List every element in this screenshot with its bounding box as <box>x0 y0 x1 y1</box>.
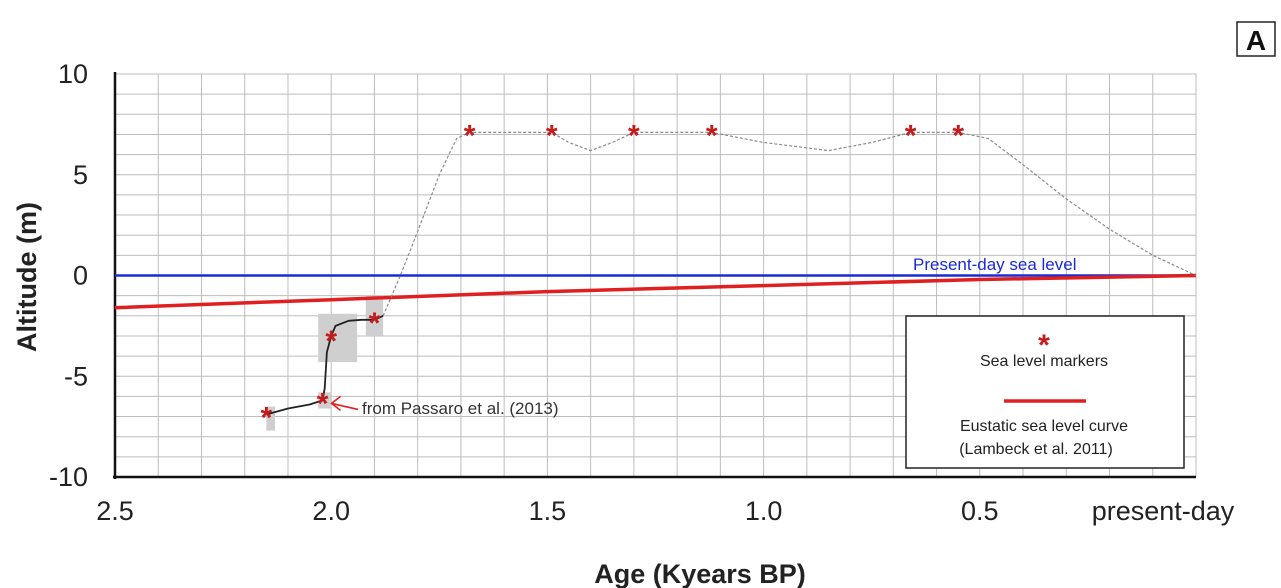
annotation <box>330 395 359 412</box>
uncertainty-box <box>266 406 275 431</box>
sea-level-marker: * <box>628 119 640 152</box>
y-tick-label: -10 <box>49 462 88 492</box>
annotation-text: from Passaro et al. (2013) <box>362 399 559 418</box>
y-tick-label: 10 <box>58 59 88 89</box>
uncertainty-box <box>318 392 332 409</box>
panel-label-box <box>1236 21 1276 57</box>
sea-level-marker: * <box>952 119 964 152</box>
sea-level-marker: * <box>317 387 329 420</box>
y-tick-label: 5 <box>73 160 88 190</box>
sea-level-marker: * <box>905 119 917 152</box>
x-tick-label: 0.5 <box>961 496 999 526</box>
eustatic-sea-level-curve <box>114 273 1197 310</box>
uncertainty-box <box>365 295 384 336</box>
sea-level-marker: * <box>260 402 272 435</box>
sea-level-marker: * <box>706 119 718 152</box>
legend-box <box>905 315 1185 469</box>
measured-sea-level-curve <box>266 314 384 416</box>
legend: * Sea level markers Eustatic sea level c… <box>905 315 1185 469</box>
x-tick-label: 2.0 <box>312 496 350 526</box>
y-tick-label: -5 <box>64 361 88 391</box>
sea-level-marker: * <box>464 119 476 152</box>
legend-label-eustatic: Eustatic sea level curve <box>960 418 1128 435</box>
marker-layer: * * * * * * * * * * <box>260 119 964 434</box>
sea-level-marker: * <box>369 307 381 340</box>
panel-label: A <box>1246 25 1266 56</box>
series-lines <box>114 131 1197 416</box>
sea-level-marker: * <box>546 119 558 152</box>
legend-marker-symbol: * <box>1038 329 1050 362</box>
annotation-arrow-shaft <box>331 402 359 411</box>
reconstructed-sea-level-curve <box>382 131 1197 317</box>
x-tick-label: 2.5 <box>96 496 134 526</box>
present-day-sea-level-label: Present-day sea level <box>913 255 1076 274</box>
sea-level-marker: * <box>325 325 337 358</box>
x-tick-label: 1.5 <box>529 496 567 526</box>
tick-labels: 2.5 2.0 1.5 1.0 0.5 present-day 10 5 0 -5 -10 <box>49 59 1235 526</box>
annotation-arrow-head <box>330 395 342 412</box>
legend-label-eustatic-source: (Lambeck et al. 2011) <box>959 441 1113 458</box>
y-axis-title: Altitude (m) <box>12 202 42 352</box>
x-tick-label: present-day <box>1092 496 1235 526</box>
x-tick-label: 1.0 <box>745 496 783 526</box>
x-axis-title: Age (Kyears BP) <box>594 559 806 588</box>
y-tick-label: 0 <box>73 261 88 291</box>
legend-label-markers: Sea level markers <box>980 353 1108 370</box>
uncertainty-boxes <box>266 295 384 431</box>
uncertainty-box <box>318 313 358 363</box>
